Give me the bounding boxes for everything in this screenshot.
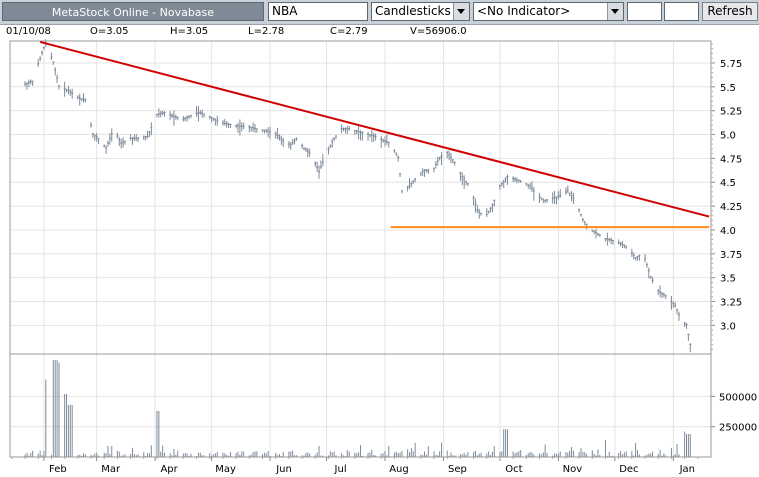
chevron-down-icon[interactable]	[453, 3, 469, 20]
descending-trendline[interactable]	[39, 40, 710, 218]
price-tick-label: 3.5	[720, 274, 736, 285]
date-tick-label: Sep	[448, 464, 467, 475]
date-tick-label: Apr	[160, 464, 178, 475]
indicator-param-input-1[interactable]	[627, 2, 662, 21]
price-tick-label: 3.0	[720, 321, 736, 332]
price-tick-label: 5.75	[720, 59, 742, 70]
date-tick-label: Mar	[101, 464, 121, 475]
volume-tick-label: 250000	[719, 423, 757, 434]
volume-tick-label: 500000	[719, 392, 757, 403]
date-tick-label: Jul	[334, 464, 347, 475]
date-tick-label: Jan	[679, 464, 695, 475]
chart-type-value: Candlesticks	[375, 4, 451, 18]
price-tick-label: 5.0	[720, 131, 736, 142]
volume-bars	[24, 360, 691, 457]
price-axis: 5.75 5.5 5.25 5.0 4.75 4.5 4.25 4.0 3.75 3.5 3.25 3…	[711, 43, 742, 350]
quote-readout: 01/10/08 O=3.05 H=3.05 L=2.78 C=2.79 V=5…	[0, 25, 759, 39]
date-tick-label: May	[215, 464, 236, 475]
chevron-down-icon[interactable]	[607, 3, 623, 20]
quote-volume: V=56906.0	[410, 26, 467, 37]
price-tick-label: 3.25	[720, 298, 742, 309]
indicator-select[interactable]: <No Indicator>	[473, 2, 624, 21]
date-axis: Feb Mar Apr May Jun Jul Aug Sep Oct Nov Dec Jan	[11, 457, 699, 475]
date-tick-label: Jun	[275, 464, 292, 475]
quote-low: L=2.78	[248, 26, 285, 37]
date-tick-label: Nov	[563, 464, 583, 475]
volume-axis: 500000 250000	[711, 392, 757, 434]
price-tick-label: 4.25	[720, 202, 742, 213]
price-tick-label: 4.75	[720, 154, 742, 165]
indicator-value: <No Indicator>	[477, 4, 571, 18]
quote-high: H=3.05	[170, 26, 209, 37]
chart-type-select[interactable]: Candlesticks	[371, 2, 470, 21]
price-panel-frame	[9, 40, 712, 355]
date-tick-label: Feb	[49, 464, 67, 475]
price-tick-label: 5.5	[720, 83, 736, 94]
date-tick-label: Oct	[505, 464, 522, 475]
price-tick-label: 4.5	[720, 178, 736, 189]
quote-close: C=2.79	[330, 26, 368, 37]
symbol-input[interactable]: NBA	[268, 2, 368, 21]
price-bars	[24, 39, 692, 353]
app-title: MetaStock Online - Novabase	[2, 2, 264, 21]
chart-grid	[10, 41, 711, 457]
price-tick-label: 3.75	[720, 250, 742, 261]
refresh-button[interactable]: Refresh	[702, 2, 758, 21]
indicator-param-input-2[interactable]	[664, 2, 699, 21]
date-tick-label: Dec	[619, 464, 638, 475]
price-tick-label: 5.25	[720, 107, 742, 118]
date-tick-label: Aug	[389, 464, 409, 475]
toolbar: MetaStock Online - Novabase NBA Candlest…	[0, 0, 759, 25]
quote-date: 01/10/08	[6, 26, 51, 37]
quote-open: O=3.05	[90, 26, 129, 37]
price-tick-label: 4.0	[720, 226, 736, 237]
